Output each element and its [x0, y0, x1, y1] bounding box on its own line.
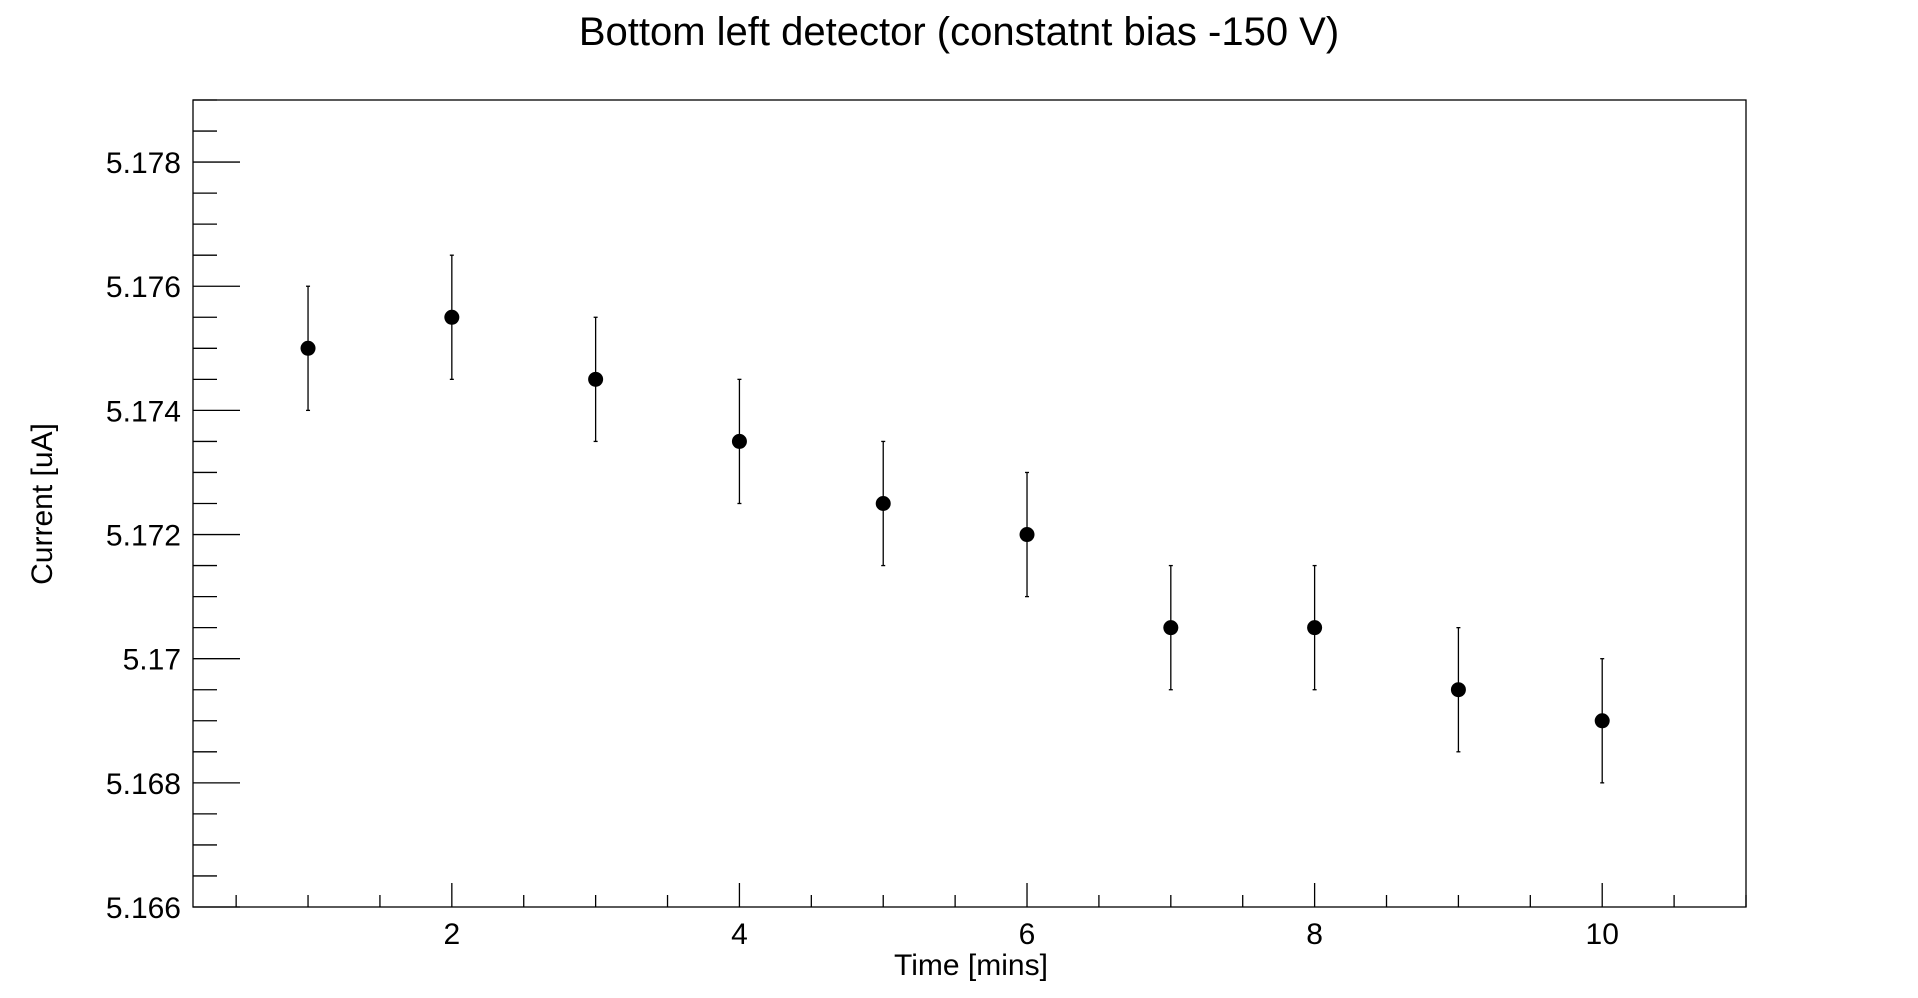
data-point [731, 433, 747, 449]
x-tick-label: 2 [443, 918, 460, 951]
y-tick-labels: 5.166 5.168 5.17 5.172 5.174 5.176 5.178 [106, 147, 181, 925]
data-point [444, 309, 460, 325]
data-point [875, 496, 891, 511]
x-axis-ticks [235, 883, 1747, 907]
y-tick-label: 5.176 [106, 271, 181, 304]
y-axis-ticks [193, 99, 240, 908]
y-tick-label: 5.166 [106, 892, 181, 925]
plot-frame [192, 99, 1747, 908]
y-tick-label: 5.178 [106, 147, 181, 180]
data-point [300, 340, 316, 356]
y-tick-label: 5.168 [106, 768, 181, 801]
data-point [1163, 620, 1179, 636]
chart-title: Bottom left detector (constatnt bias -15… [579, 10, 1339, 54]
y-tick-label: 5.172 [106, 520, 181, 553]
y-tick-label: 5.174 [106, 395, 181, 428]
x-tick-label: 6 [1019, 918, 1036, 951]
data-point [588, 371, 604, 387]
data-point [1307, 620, 1323, 636]
x-tick-label: 10 [1586, 918, 1619, 951]
data-point [1019, 527, 1035, 543]
data-point [1450, 682, 1466, 698]
x-tick-labels: 2 4 6 8 10 [443, 918, 1618, 951]
x-tick-label: 8 [1306, 918, 1323, 951]
x-tick-label: 4 [731, 918, 748, 951]
x-axis-label: Time [mins] [894, 949, 1048, 982]
data-point [1594, 713, 1610, 729]
data-points [300, 254, 1610, 784]
y-axis-label: Current [uA] [26, 423, 59, 585]
y-tick-label: 5.17 [123, 644, 181, 677]
